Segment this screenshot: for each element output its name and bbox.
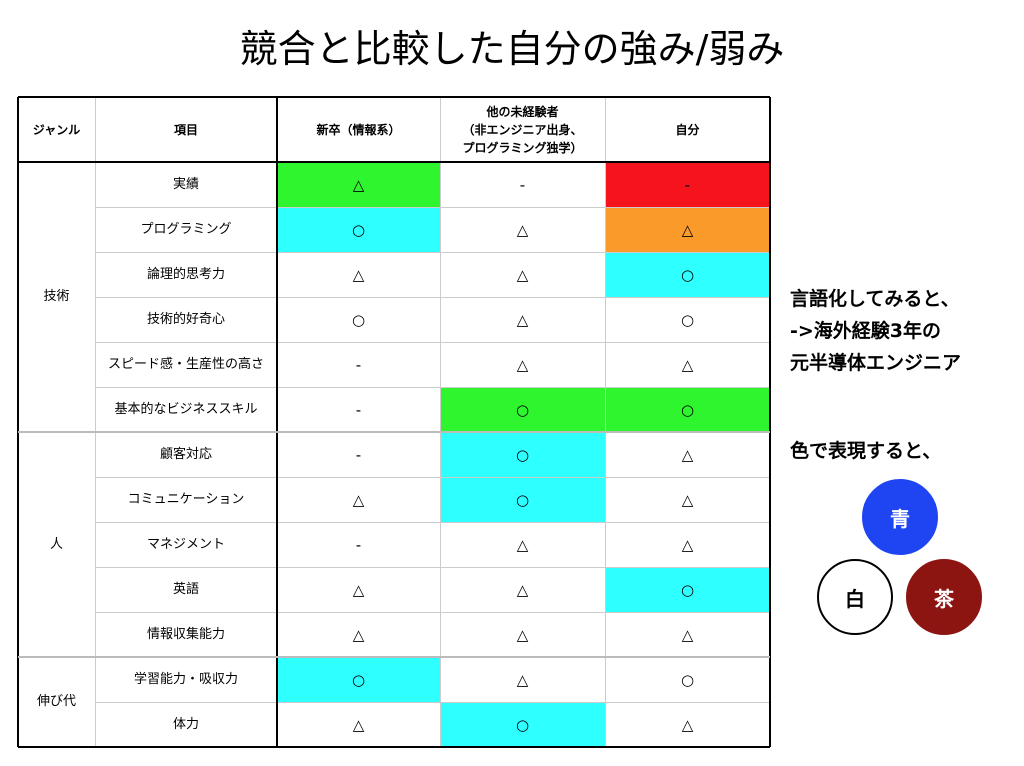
mark-cell: - (277, 342, 440, 387)
table-line (95, 522, 770, 523)
header-line: プログラミング独学） (462, 140, 583, 155)
header-cell: ジャンル (18, 97, 95, 162)
header-line: 新卒（情報系） (316, 122, 401, 137)
table-line (95, 207, 770, 208)
mark-cell: △ (440, 612, 605, 657)
note-line: 元半導体エンジニア (790, 352, 962, 374)
header-cell: 項目 (95, 97, 277, 162)
table-line (95, 342, 770, 343)
mark-cell: ○ (605, 387, 770, 432)
mark-cell: △ (440, 657, 605, 702)
mark-cell: ○ (277, 297, 440, 342)
table-line (95, 477, 770, 478)
table-line (18, 746, 770, 748)
mark-cell: - (277, 522, 440, 567)
item-cell: プログラミング (140, 221, 232, 237)
mark-cell: - (440, 162, 605, 207)
genre-cell: 技術 (43, 289, 70, 304)
item-cell: 顧客対応 (159, 446, 212, 462)
mark-cell: △ (605, 702, 770, 747)
header-line: 項目 (173, 122, 198, 137)
header-cell: 新卒（情報系） (277, 97, 440, 162)
mark-cell: ○ (440, 432, 605, 477)
table-line (95, 612, 770, 613)
item-cell: 実績 (172, 176, 199, 192)
item-cell: 技術的好奇心 (146, 311, 225, 327)
note-line: 言語化してみると、 (790, 288, 960, 310)
table-line (18, 656, 770, 658)
item-cell: マネジメント (146, 536, 225, 552)
mark-cell: △ (605, 342, 770, 387)
mark-cell: - (605, 162, 770, 207)
mark-cell: △ (440, 342, 605, 387)
item-cell: 情報収集能力 (146, 626, 225, 642)
mark-cell: - (277, 387, 440, 432)
table-line (95, 252, 770, 253)
mark-cell: ○ (605, 657, 770, 702)
mark-cell: ○ (605, 297, 770, 342)
table-line (95, 297, 770, 298)
color-circle: 茶 (906, 559, 982, 635)
table-line (605, 97, 606, 747)
mark-cell: △ (605, 207, 770, 252)
table-line (95, 97, 96, 747)
header-cell: 自分 (605, 97, 770, 162)
mark-cell: △ (440, 297, 605, 342)
table-line (95, 567, 770, 568)
mark-cell: ○ (440, 702, 605, 747)
mark-cell: ○ (277, 657, 440, 702)
header-line: （非エンジニア出身、 (462, 122, 583, 137)
table-line (95, 387, 770, 388)
item-cell: 英語 (172, 581, 199, 597)
mark-cell: △ (605, 477, 770, 522)
mark-cell: △ (277, 702, 440, 747)
mark-cell: - (277, 432, 440, 477)
item-cell: 基本的なビジネススキル (114, 401, 258, 417)
mark-cell: △ (440, 567, 605, 612)
mark-cell: △ (277, 567, 440, 612)
table-line (440, 97, 441, 747)
mark-cell: △ (605, 522, 770, 567)
mark-cell: △ (277, 252, 440, 297)
table-line (17, 97, 19, 747)
table-line (18, 96, 770, 98)
mark-cell: △ (440, 522, 605, 567)
note-line: ->海外経験3年の (790, 320, 942, 342)
item-cell: 論理的思考力 (146, 266, 225, 282)
mark-cell: △ (605, 612, 770, 657)
table-line (769, 97, 771, 747)
title: 競合と比較した自分の強み/弱み (239, 27, 785, 71)
mark-cell: △ (277, 477, 440, 522)
genre-cell: 伸び代 (36, 694, 76, 709)
item-cell: スピード感・生産性の高さ (107, 356, 264, 372)
table-line (18, 161, 770, 163)
item-cell: コミュニケーション (127, 491, 245, 507)
table-line (18, 431, 770, 433)
mark-cell: ○ (277, 207, 440, 252)
mark-cell: △ (440, 207, 605, 252)
mark-cell: ○ (440, 477, 605, 522)
header-line: 他の未経験者 (486, 104, 559, 119)
header-line: ジャンル (32, 122, 81, 137)
mark-cell: ○ (605, 567, 770, 612)
color-circle: 青 (862, 479, 938, 555)
header-cell: 他の未経験者 （非エンジニア出身、 プログラミング独学） (440, 97, 605, 162)
table-line (95, 702, 770, 703)
color-circle: 白 (817, 559, 893, 635)
header-line: 自分 (675, 122, 700, 137)
item-cell: 学習能力・吸収力 (133, 671, 238, 687)
note-caption: 色で表現すると、 (790, 440, 942, 462)
mark-cell: △ (277, 612, 440, 657)
mark-cell: △ (605, 432, 770, 477)
mark-cell: ○ (440, 387, 605, 432)
mark-cell: ○ (605, 252, 770, 297)
mark-cell: △ (277, 162, 440, 207)
table-line (276, 97, 278, 747)
genre-cell: 人 (49, 536, 63, 552)
item-cell: 体力 (172, 716, 199, 732)
mark-cell: △ (440, 252, 605, 297)
